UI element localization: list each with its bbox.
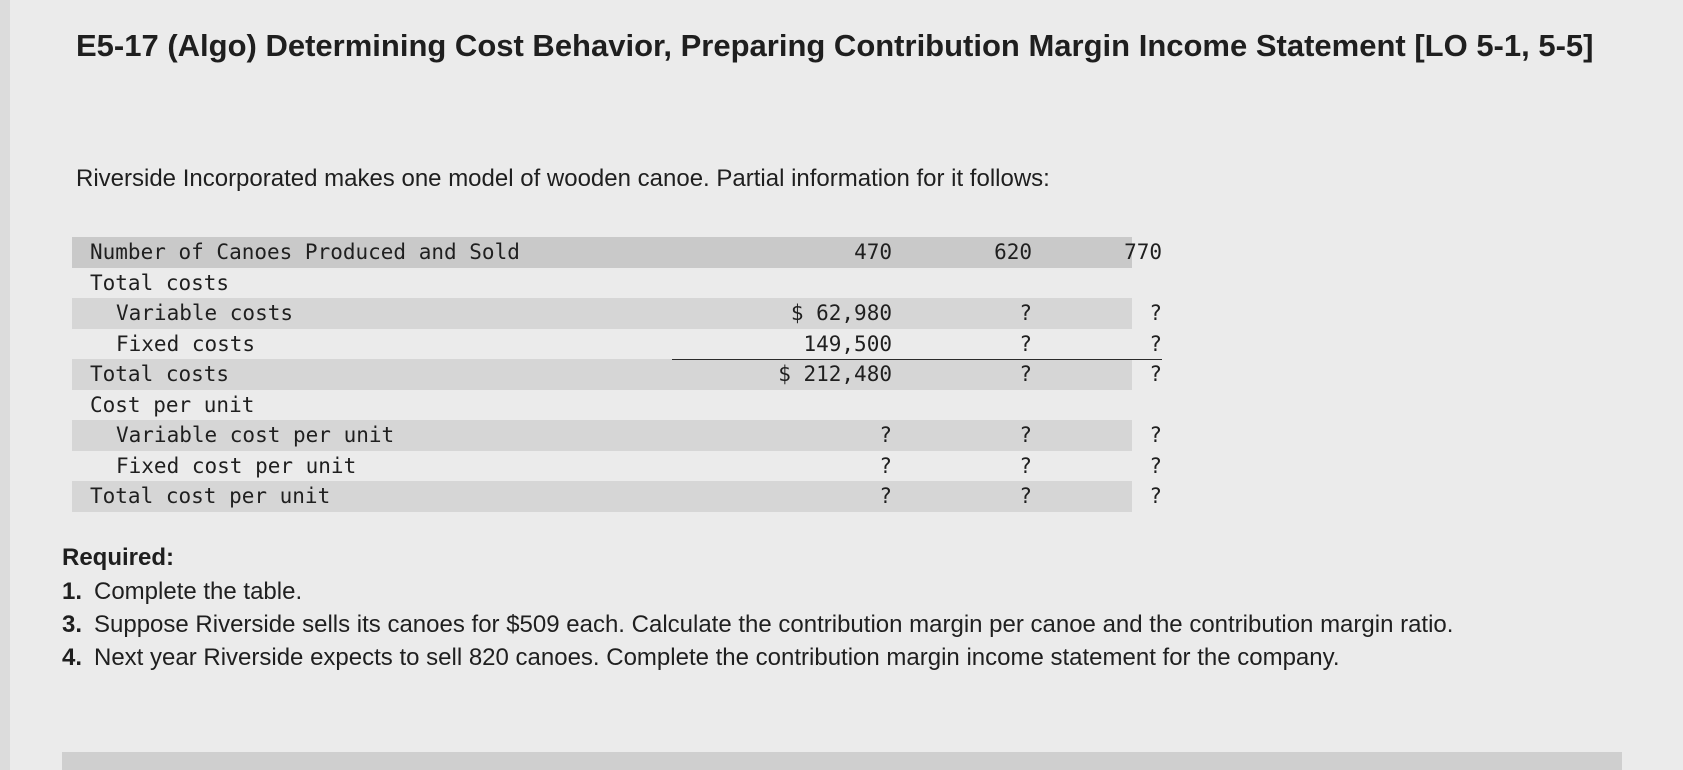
cell-value: ? <box>879 423 892 447</box>
table-row: Total costs $ 212,480 ? ? <box>72 359 1162 390</box>
intro-text: Riverside Incorporated makes one model o… <box>76 165 1050 192</box>
table-row: Fixed cost per unit ? ? ? <box>72 451 1162 482</box>
cell-value: ? <box>1019 301 1032 325</box>
item-number: 3. <box>62 611 83 638</box>
header-col-470: 470 <box>854 240 892 264</box>
required-item: 4. Next year Riverside expects to sell 8… <box>62 643 1622 673</box>
cell-value: 149,500 <box>803 331 892 356</box>
cell-value: ? <box>1019 331 1032 356</box>
row-label: Cost per unit <box>90 392 255 417</box>
cell-value: ? <box>1149 484 1162 508</box>
cell-value: ? <box>1019 484 1032 508</box>
row-label: Fixed costs <box>116 331 256 356</box>
required-section: Required: 1. Complete the table. 3. Supp… <box>62 543 1622 676</box>
table-row: Variable cost per unit ? ? ? <box>72 420 1162 451</box>
table-row: Total costs <box>72 268 1132 299</box>
table-row: Fixed costs 149,500 ? ? <box>72 329 1162 360</box>
header-col-620: 620 <box>994 240 1032 264</box>
cell-value: $ 212,480 <box>778 362 892 386</box>
cell-value: ? <box>879 484 892 508</box>
header-col-770: 770 <box>1124 240 1162 264</box>
row-label: Variable cost per unit <box>116 423 395 447</box>
row-label: Fixed cost per unit <box>116 453 357 478</box>
bottom-bar <box>62 752 1622 770</box>
header-label: Number of Canoes Produced and Sold <box>90 240 520 264</box>
item-text: Complete the table. <box>94 578 303 605</box>
required-item: 1. Complete the table. <box>62 577 1622 607</box>
table-header-row: Number of Canoes Produced and Sold 470 6… <box>72 237 1162 268</box>
page-edge <box>0 0 10 770</box>
row-label: Total costs <box>90 362 230 386</box>
table-row: Cost per unit <box>72 390 1132 421</box>
cell-value: ? <box>1149 331 1162 356</box>
item-text: Next year Riverside expects to sell 820 … <box>94 644 1340 671</box>
cell-value: ? <box>1149 301 1162 325</box>
cell-value: ? <box>1019 453 1032 478</box>
item-number: 1. <box>62 578 83 605</box>
cost-table: Number of Canoes Produced and Sold 470 6… <box>72 237 1162 512</box>
row-label: Variable costs <box>116 301 294 325</box>
cell-value: ? <box>1149 423 1162 447</box>
row-label: Total costs <box>90 270 230 295</box>
cell-value: ? <box>1149 453 1162 478</box>
item-number: 4. <box>62 644 83 671</box>
table-row: Total cost per unit ? ? ? <box>72 481 1162 512</box>
total-underline <box>672 359 1162 360</box>
required-item: 3. Suppose Riverside sells its canoes fo… <box>62 610 1622 640</box>
exercise-title: E5-17 (Algo) Determining Cost Behavior, … <box>76 28 1594 63</box>
required-heading: Required: <box>62 544 175 571</box>
cell-value: ? <box>1019 423 1032 447</box>
cell-value: ? <box>1149 362 1162 386</box>
row-label: Total cost per unit <box>90 484 331 508</box>
cell-value: ? <box>879 453 892 478</box>
cell-value: $ 62,980 <box>790 301 892 325</box>
item-text: Suppose Riverside sells its canoes for $… <box>94 611 1454 638</box>
cell-value: ? <box>1019 362 1032 386</box>
table-row: Variable costs $ 62,980 ? ? <box>72 298 1162 329</box>
